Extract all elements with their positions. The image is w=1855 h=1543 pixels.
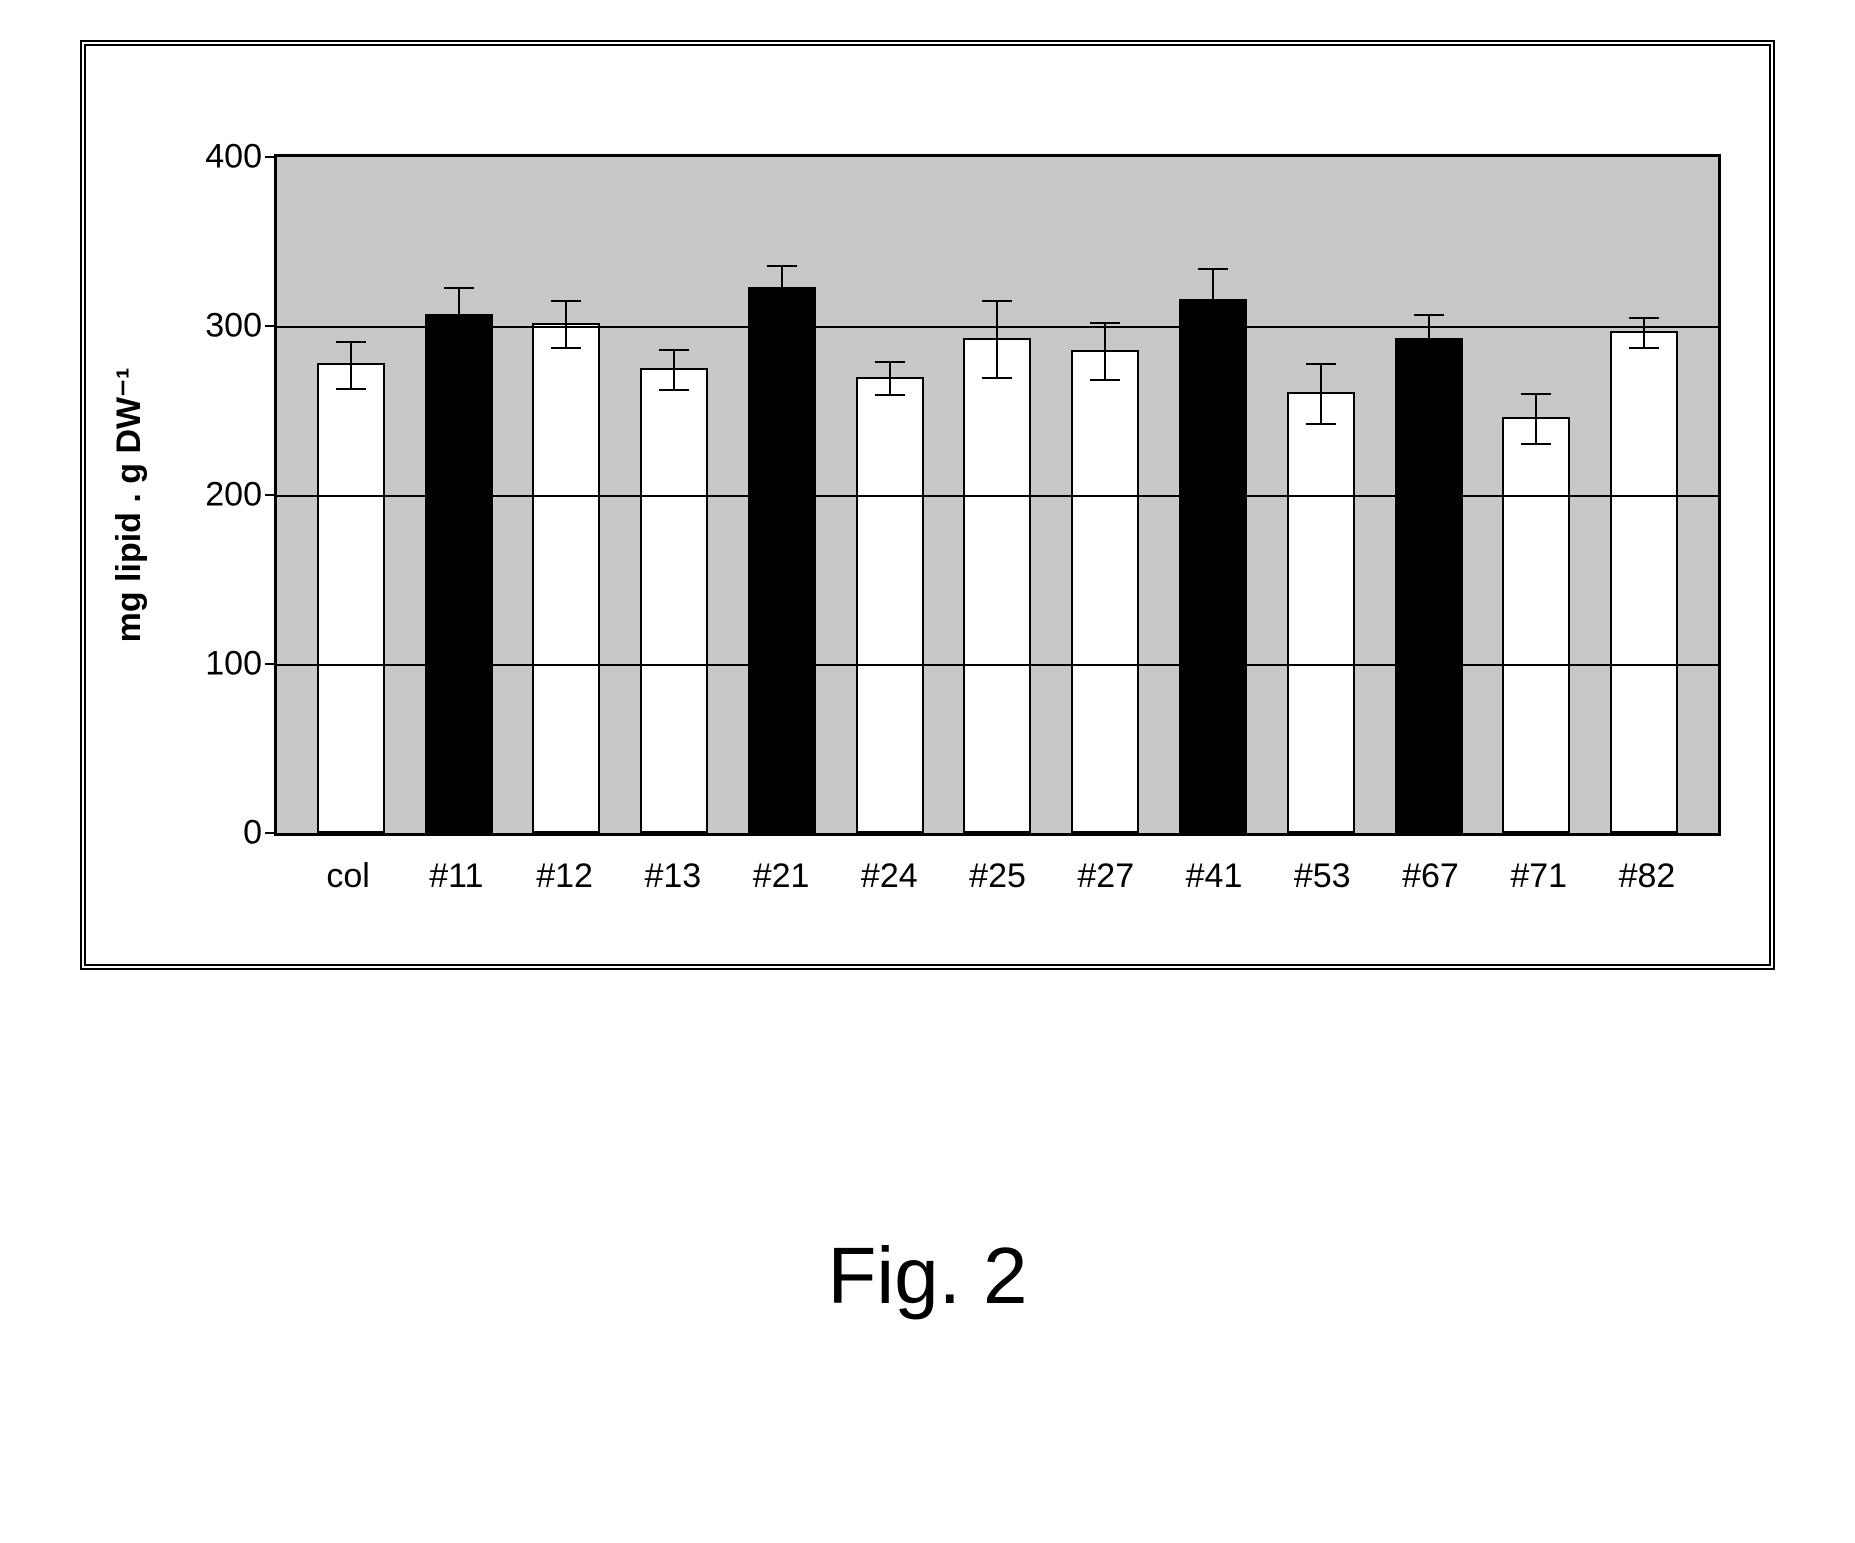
x-tick-label: #21	[727, 857, 835, 896]
bar	[425, 314, 493, 833]
y-tick-mark	[265, 663, 277, 665]
x-axis-labels: col#11#12#13#21#24#25#27#41#53#67#71#82	[274, 857, 1721, 896]
gridline	[277, 664, 1718, 666]
bar	[1179, 299, 1247, 833]
bar	[1395, 338, 1463, 833]
bar	[532, 323, 600, 833]
gridline	[277, 495, 1718, 497]
bar	[748, 287, 816, 833]
x-tick-label: #82	[1593, 857, 1701, 896]
x-tick-label: #12	[510, 857, 618, 896]
y-tick-mark	[265, 156, 277, 158]
y-tick-label: 0	[177, 814, 277, 853]
y-tick-mark	[265, 832, 277, 834]
bar	[1610, 331, 1678, 833]
x-tick-label: col	[294, 857, 402, 896]
y-tick-mark	[265, 325, 277, 327]
y-axis-label: mg lipid . g DW⁻¹	[109, 368, 149, 643]
x-tick-label: #53	[1268, 857, 1376, 896]
x-tick-label: #24	[835, 857, 943, 896]
x-tick-label: #67	[1376, 857, 1484, 896]
chart-container: mg lipid . g DW⁻¹ 0100200300400 col#11#1…	[94, 54, 1761, 956]
x-tick-label: #13	[619, 857, 727, 896]
x-tick-label: #27	[1052, 857, 1160, 896]
chart-frame: mg lipid . g DW⁻¹ 0100200300400 col#11#1…	[80, 40, 1775, 970]
x-tick-label: #41	[1160, 857, 1268, 896]
bar	[1502, 417, 1570, 833]
bar	[1071, 350, 1139, 833]
y-tick-mark	[265, 494, 277, 496]
plot-area: 0100200300400	[274, 154, 1721, 836]
x-tick-label: #71	[1485, 857, 1593, 896]
bar	[640, 368, 708, 833]
bar	[856, 377, 924, 833]
gridline	[277, 326, 1718, 328]
figure-caption: Fig. 2	[0, 1230, 1855, 1322]
bar	[317, 363, 385, 833]
bar	[963, 338, 1031, 833]
y-tick-label: 300	[177, 307, 277, 346]
x-tick-label: #25	[943, 857, 1051, 896]
y-tick-label: 200	[177, 476, 277, 515]
y-tick-label: 400	[177, 138, 277, 177]
y-tick-label: 100	[177, 645, 277, 684]
bar	[1287, 392, 1355, 833]
x-tick-label: #11	[402, 857, 510, 896]
